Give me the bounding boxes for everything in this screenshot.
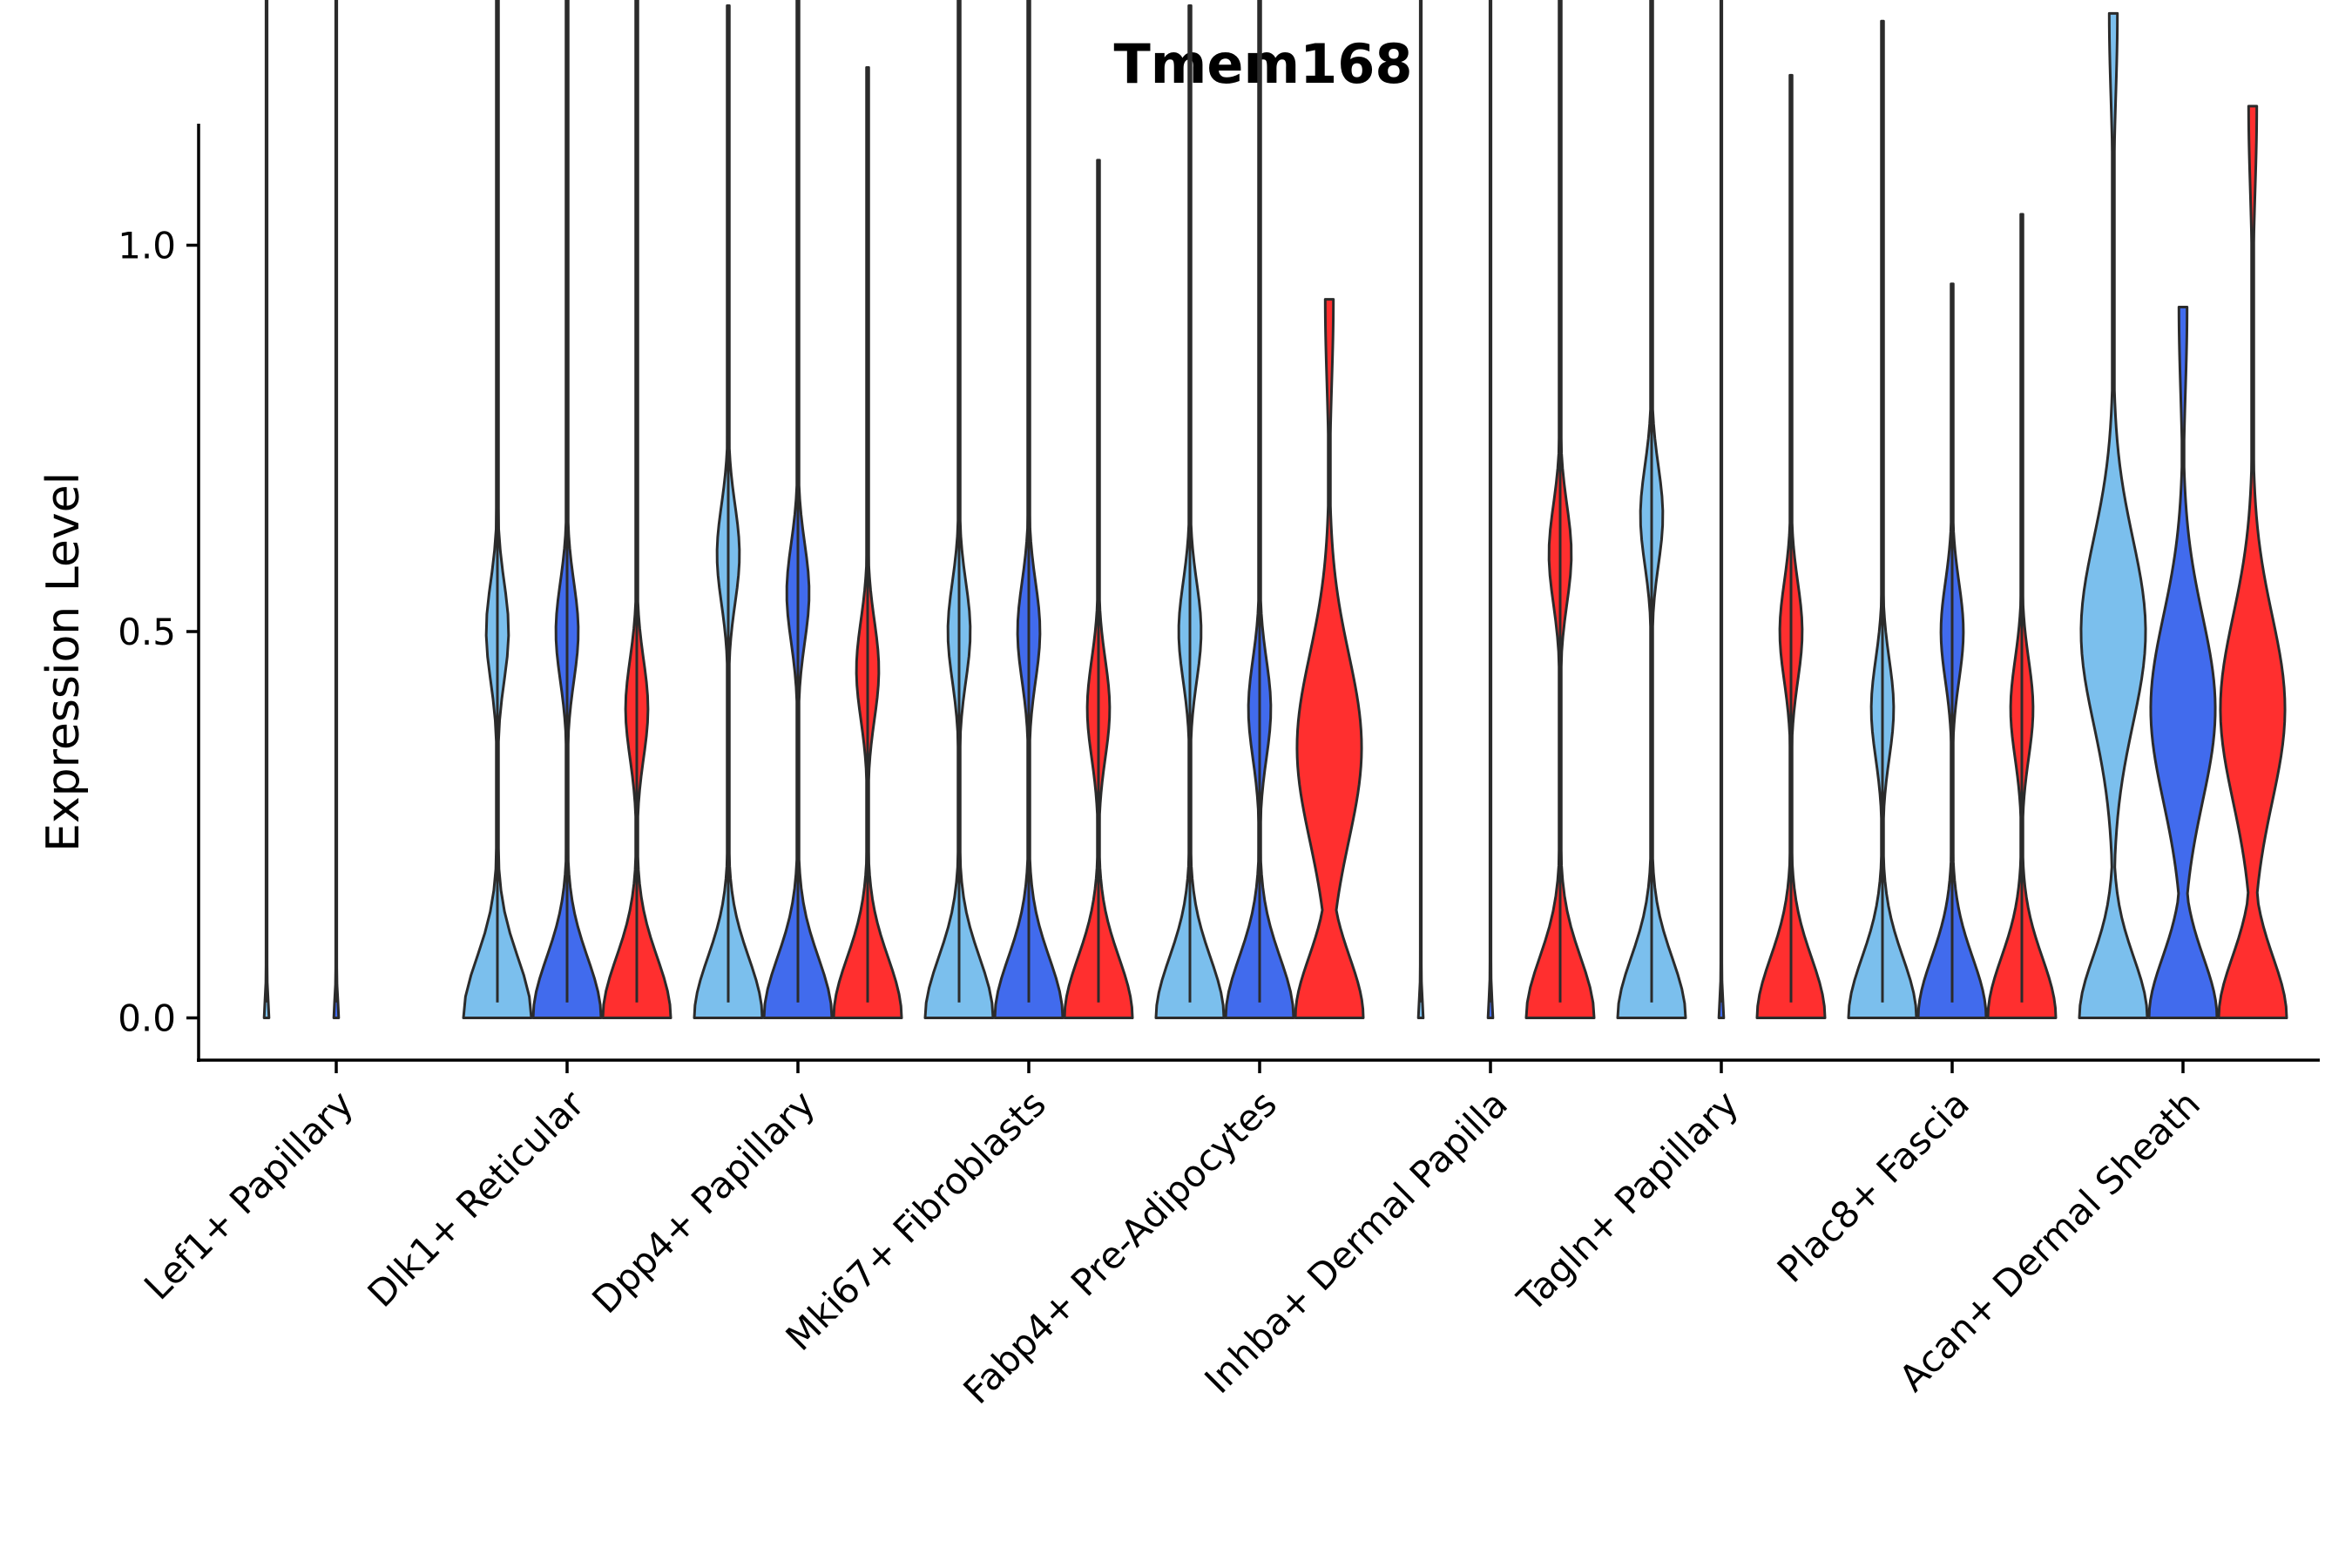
violin-4-3 — [1063, 159, 1134, 1019]
violin-1-2 — [332, 0, 341, 1019]
x-tick-label: Mki67+ Fibroblasts — [778, 1082, 1054, 1358]
violin-9-2 — [2147, 305, 2219, 1019]
violin-body — [2147, 305, 2219, 1019]
violin-7-1 — [1616, 0, 1687, 1019]
violin-7-2 — [1717, 0, 1726, 1019]
violin-6-2 — [1486, 0, 1495, 1019]
violin-8-1 — [1847, 19, 1918, 1019]
violin-2-3 — [601, 0, 672, 1019]
y-ticks: 0.00.51.01.52.0 — [118, 225, 199, 1040]
y-tick-label: 0.0 — [118, 997, 176, 1040]
violin-8-2 — [1916, 282, 1988, 1019]
violin-6-3 — [1524, 0, 1596, 1019]
violin-1-1 — [262, 0, 271, 1019]
chart-title: Tmem168 — [1114, 32, 1413, 96]
x-tick-label: Lef1+ Papillary — [136, 1082, 362, 1308]
violin-body — [2078, 11, 2149, 1019]
violin-5-1 — [1154, 4, 1226, 1019]
y-tick-label: 1.0 — [118, 225, 176, 267]
violin-3-1 — [693, 4, 764, 1019]
violin-9-3 — [2217, 105, 2288, 1019]
y-tick-label: 0.5 — [118, 611, 176, 653]
x-tick-label: Dpp4+ Papillary — [584, 1082, 823, 1321]
x-tick-label: Plac8+ Fascia — [1769, 1082, 1977, 1290]
violin-8-3 — [1986, 213, 2058, 1019]
violin-2-2 — [531, 0, 603, 1019]
violin-3-3 — [832, 65, 903, 1019]
y-axis-label: Expression Level — [37, 472, 90, 852]
violin-7-3 — [1755, 73, 1827, 1019]
x-tick-label: Dlk1+ Reticular — [360, 1082, 593, 1315]
violins-layer — [262, 0, 2288, 1019]
violin-3-2 — [762, 0, 834, 1019]
x-tick-label: Tagln+ Papillary — [1509, 1082, 1747, 1320]
violin-2-1 — [462, 0, 533, 1019]
violin-9-1 — [2078, 11, 2149, 1019]
violin-6-1 — [1416, 0, 1425, 1019]
violin-body — [2217, 105, 2288, 1019]
violin-5-3 — [1294, 298, 1365, 1019]
violin-4-2 — [993, 0, 1064, 1019]
violin-5-2 — [1224, 0, 1295, 1019]
violin-body — [1294, 298, 1365, 1019]
violin-4-1 — [923, 0, 995, 1019]
